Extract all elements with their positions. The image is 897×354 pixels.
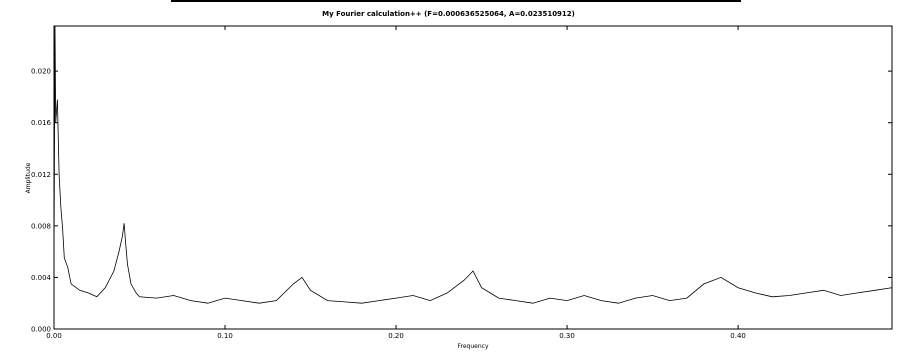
x-axis: 0.00 0.10 0.20 0.30 0.40 bbox=[46, 26, 746, 340]
y-axis-label: Amplitude bbox=[25, 162, 32, 193]
x-tick-label: 0.40 bbox=[730, 332, 746, 340]
x-tick-label: 0.30 bbox=[559, 332, 575, 340]
y-tick-label: 0.008 bbox=[31, 222, 51, 230]
chart-title: My Fourier calculation++ (F=0.0006365250… bbox=[322, 10, 575, 18]
y-tick-label: 0.000 bbox=[31, 326, 51, 334]
x-axis-label: Frequency bbox=[458, 343, 489, 350]
x-tick-label: 0.00 bbox=[46, 332, 62, 340]
x-tick-label: 0.10 bbox=[217, 332, 233, 340]
top-rule bbox=[171, 0, 741, 2]
plot-frame bbox=[53, 25, 893, 330]
x-tick-label: 0.20 bbox=[388, 332, 404, 340]
y-tick-label: 0.016 bbox=[31, 119, 52, 127]
y-tick-label: 0.020 bbox=[31, 68, 51, 76]
series-line bbox=[53, 25, 893, 304]
y-tick-label: 0.004 bbox=[31, 274, 52, 282]
y-tick-label: 0.012 bbox=[31, 171, 51, 179]
y-axis: 0.000 0.004 0.008 0.012 0.016 0.020 bbox=[31, 68, 892, 334]
